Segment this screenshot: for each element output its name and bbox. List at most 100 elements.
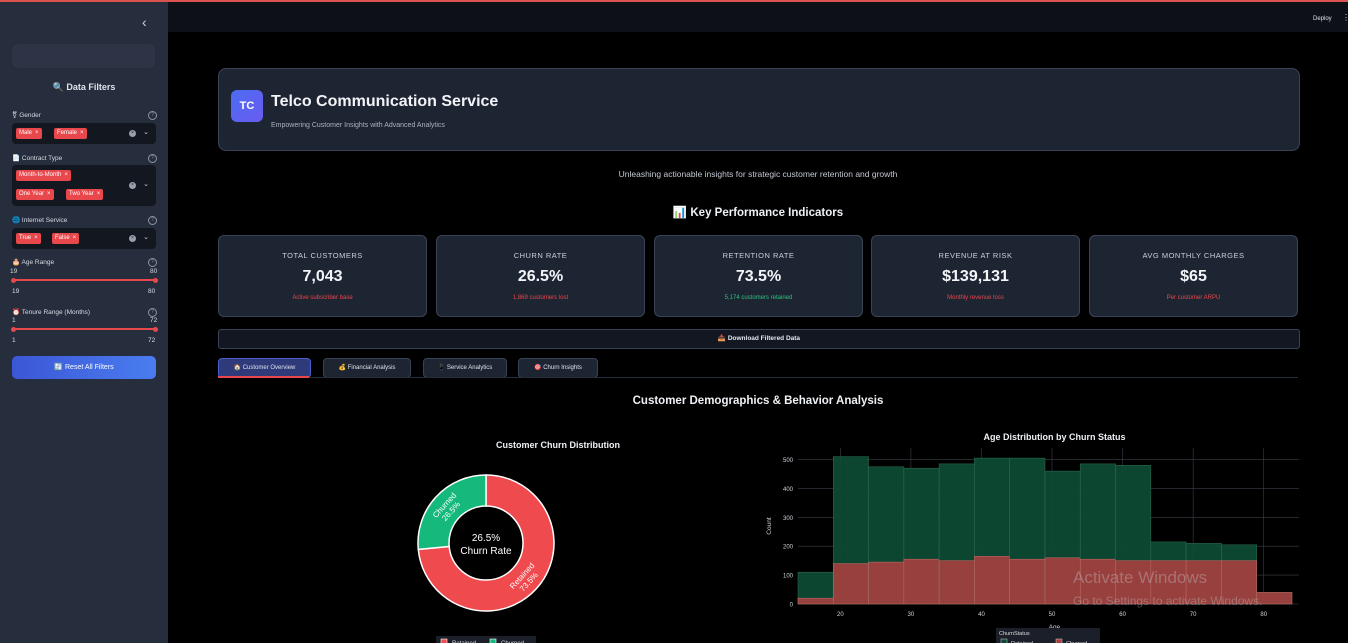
histogram-chart: Age Distribution by Churn Status 0 100 200 3…: [766, 432, 1299, 643]
kpi-subtext: Per customer ARPU: [1166, 295, 1221, 301]
bar-churned: [1150, 560, 1187, 605]
x-tick-label: 20: [837, 612, 844, 618]
internet-multiselect[interactable]: True × False × × ⌄: [12, 228, 156, 249]
bar-churned: [832, 563, 869, 605]
age-thumb-value-low: 19: [10, 268, 18, 275]
kpi-subtext: Monthly revenue loss: [947, 295, 1004, 301]
contract-multiselect[interactable]: Month-to-Month × One Year × Two Year × × ⌄: [12, 165, 156, 206]
collapse-sidebar-icon[interactable]: ‹: [142, 14, 147, 30]
legend-label: Churned: [501, 641, 524, 643]
kpi-card-churn-rate: CHURN RATE 26.5% 1,869 customers lost: [436, 235, 645, 317]
age-slider-track[interactable]: [14, 279, 156, 281]
bar-churned: [938, 560, 975, 605]
hero-banner: TC Telco Communication Service Empowerin…: [218, 68, 1300, 151]
y-tick-label: 200: [783, 545, 794, 551]
watermark-line2: Go to Settings to activate Windows.: [1073, 594, 1263, 608]
kpi-card-total-customers: TOTAL CUSTOMERS 7,043 Active subscriber …: [218, 235, 427, 317]
y-axis-label: Count: [766, 517, 773, 535]
bar-churned: [1009, 558, 1046, 605]
chevron-down-icon[interactable]: ⌄: [143, 234, 149, 241]
x-tick-label: 30: [908, 612, 915, 618]
internet-tag-false[interactable]: False ×: [52, 233, 80, 244]
age-help-icon[interactable]: ?: [148, 258, 157, 267]
kpi-heading: 📊 Key Performance Indicators: [672, 207, 844, 219]
x-axis-label: Age: [1049, 624, 1061, 631]
remove-tag-icon: ×: [47, 191, 51, 197]
tenure-thumb-value-low: 1: [12, 317, 16, 324]
tenure-label: ⏰ Tenure Range (Months): [12, 309, 91, 316]
chevron-down-icon[interactable]: ⌄: [143, 129, 149, 136]
y-tick-label: 100: [783, 574, 794, 580]
reset-filters-button[interactable]: 🔄 Reset All Filters: [12, 356, 156, 379]
tenure-slider-handle-high[interactable]: [153, 327, 158, 332]
app-logo: TC: [231, 90, 263, 122]
gender-help-icon[interactable]: ?: [148, 111, 157, 120]
clear-all-icon[interactable]: ×: [129, 182, 136, 189]
legend-swatch-retained: [1000, 638, 1008, 643]
legend-label: Retained: [1011, 641, 1033, 643]
legend-swatch-churned: [1055, 638, 1063, 643]
age-label: 🎂 Age Range: [12, 259, 55, 266]
kpi-label: CHURN RATE: [513, 251, 568, 260]
remove-tag-icon: ×: [96, 191, 101, 197]
internet-tag-true[interactable]: True ×: [16, 233, 41, 244]
remove-tag-icon: ×: [35, 130, 39, 136]
contract-tag-two-year[interactable]: Two Year ×: [66, 189, 104, 200]
tenure-slider-handle-low[interactable]: [11, 327, 16, 332]
age-slider-handle-high[interactable]: [153, 278, 158, 283]
y-tick-label: 0: [790, 603, 794, 609]
histogram-legend-box: [996, 628, 1100, 643]
remove-tag-icon: ×: [72, 235, 77, 241]
kpi-card-retention-rate: RETENTION RATE 73.5% 5,174 customers ret…: [654, 235, 863, 317]
contract-label: 📄 Contract Type: [12, 155, 63, 162]
x-tick-label: 70: [1190, 612, 1197, 618]
remove-tag-icon: ×: [34, 235, 38, 241]
deploy-button[interactable]: Deploy: [1313, 16, 1332, 22]
age-slider-handle-low[interactable]: [11, 278, 16, 283]
contract-tag-month[interactable]: Month-to-Month ×: [16, 170, 71, 181]
y-tick-label: 400: [783, 487, 794, 493]
age-max-label: 80: [148, 288, 156, 295]
hero-subtitle: Empowering Customer Insights with Advanc…: [271, 122, 445, 129]
legend-title: ChurnStatus: [999, 631, 1030, 637]
gender-multiselect[interactable]: Male × Female × × ⌄: [12, 123, 156, 144]
chevron-down-icon[interactable]: ⌄: [143, 181, 149, 188]
clear-all-icon[interactable]: ×: [129, 235, 136, 242]
kpi-card-revenue-at-risk: REVENUE AT RISK $139,131 Monthly revenue…: [871, 235, 1080, 317]
bar-churned: [797, 597, 834, 605]
top-accent-line: [0, 0, 1348, 2]
active-tab-indicator: [218, 376, 309, 378]
tab-divider: [218, 377, 1298, 378]
gender-tag-male[interactable]: Male ×: [16, 128, 42, 139]
download-data-button[interactable]: 📥 Download Filtered Data: [218, 329, 1300, 349]
pie-chart: Retained73.5%Churned26.5%26.5%Churn Rate…: [417, 474, 555, 643]
tenure-min-label: 1: [12, 337, 16, 344]
tenure-slider-track[interactable]: [14, 328, 156, 330]
donut-hole: [450, 507, 522, 579]
pie-slice-retained: [417, 474, 555, 612]
charts-canvas: Retained73.5%Churned26.5%26.5%Churn Rate…: [417, 432, 1299, 643]
remove-tag-icon: ×: [64, 172, 68, 178]
main-content: Deploy ⋮ TC Telco Communication Service …: [168, 2, 1348, 643]
kpi-subtext: Active subscriber base: [292, 295, 353, 301]
legend-swatch-churned: [489, 638, 497, 643]
sidebar-search-box[interactable]: [12, 44, 155, 68]
main-menu-icon[interactable]: ⋮: [1342, 13, 1348, 22]
gender-tag-female[interactable]: Female ×: [54, 128, 87, 139]
kpi-value: 26.5%: [517, 268, 564, 285]
contract-tag-one-year[interactable]: One Year ×: [16, 189, 54, 200]
internet-help-icon[interactable]: ?: [148, 216, 157, 225]
watermark-line1: Activate Windows: [1073, 568, 1208, 587]
gender-label: ⚧ Gender: [12, 112, 41, 119]
legend-label: Retained: [452, 641, 476, 643]
app-header: Deploy ⋮: [168, 2, 1348, 32]
contract-help-icon[interactable]: ?: [148, 154, 157, 163]
clear-all-icon[interactable]: ×: [129, 130, 136, 137]
bar-churned: [1221, 560, 1257, 605]
x-tick-label: 50: [1049, 612, 1056, 618]
section-title: Customer Demographics & Behavior Analysi…: [632, 395, 884, 407]
internet-label: 🌐 Internet Service: [12, 217, 68, 224]
bar-churned: [868, 561, 905, 605]
tenure-help-icon[interactable]: ?: [148, 308, 157, 317]
y-tick-label: 300: [783, 516, 794, 522]
